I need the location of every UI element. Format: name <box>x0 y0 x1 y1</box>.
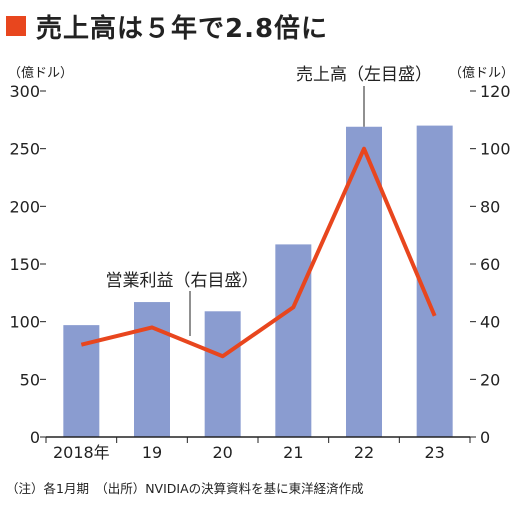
line-series-label: 営業利益（右目盛） <box>106 271 259 291</box>
left-tick-label: 200 <box>9 197 40 216</box>
annotations: 売上高（左目盛） 営業利益（右目盛） <box>106 65 432 336</box>
source-note: （注）各1月期 （出所）NVIDIAの決算資料を基に東洋経済作成 <box>6 481 364 496</box>
left-tick-label: 100 <box>9 313 40 332</box>
bar <box>275 244 312 437</box>
left-tick-label: 150 <box>9 255 40 274</box>
operating-profit-line <box>80 146 437 359</box>
right-tick-label: 120 <box>480 82 511 101</box>
title-marker <box>6 16 26 36</box>
right-tick-label: 80 <box>480 197 500 216</box>
bar <box>134 302 170 437</box>
right-axis-ticks: 0 20 40 60 80 100 120 <box>470 82 511 447</box>
right-tick-label: 20 <box>480 370 500 389</box>
x-tick-label: 20 <box>212 443 232 462</box>
x-tick-label: 22 <box>354 443 374 462</box>
x-tick-label: 19 <box>142 443 162 462</box>
right-axis-unit: （億ドル） <box>449 65 514 81</box>
x-tick-label: 2018年 <box>53 443 110 462</box>
left-tick-label: 300 <box>9 82 40 101</box>
bar-series-label: 売上高（左目盛） <box>296 65 432 85</box>
left-tick-label: 50 <box>20 370 40 389</box>
left-axis-unit: （億ドル） <box>8 65 73 81</box>
x-axis-ticks: 2018年 19 20 21 22 23 <box>45 437 471 462</box>
left-axis-ticks: 0 50 100 150 200 250 300 <box>9 82 46 447</box>
right-tick-label: 40 <box>480 313 500 332</box>
right-tick-label: 60 <box>480 255 500 274</box>
bar <box>416 125 453 437</box>
x-tick-label: 23 <box>424 443 444 462</box>
left-tick-label: 250 <box>9 140 40 159</box>
chart-title: 売上高は５年で2.8倍に <box>36 13 329 44</box>
right-tick-label: 0 <box>480 428 490 447</box>
chart-title-bar: 売上高は５年で2.8倍に <box>6 6 328 46</box>
line-series <box>80 146 437 359</box>
left-tick-label: 0 <box>30 428 40 447</box>
bar <box>204 311 241 437</box>
x-tick-label: 21 <box>283 443 303 462</box>
right-tick-label: 100 <box>480 140 511 159</box>
